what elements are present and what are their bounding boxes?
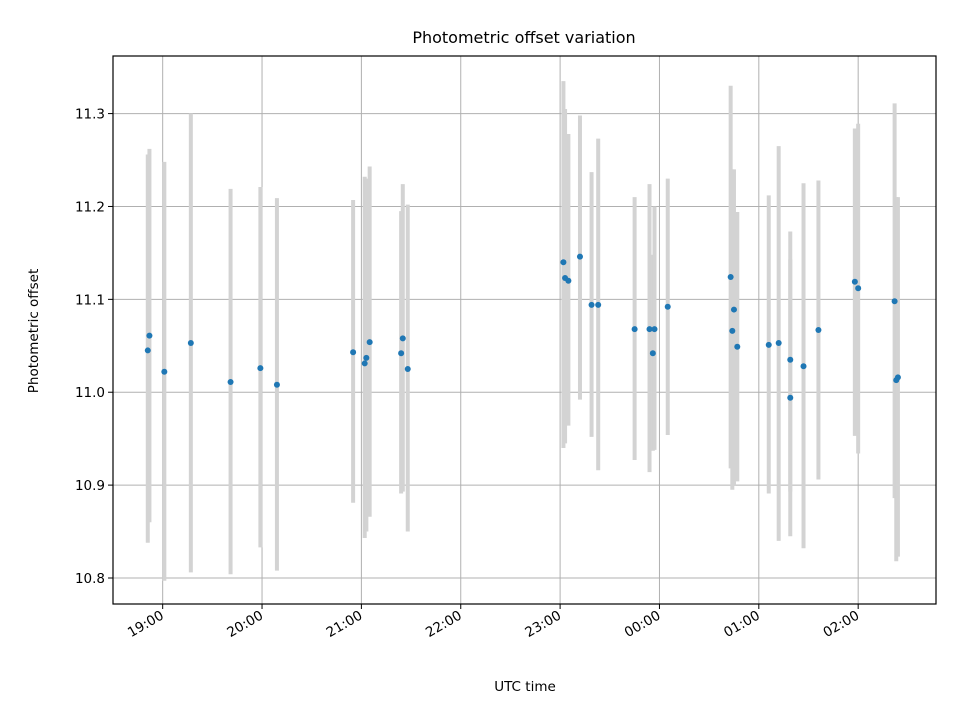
y-tick-label: 11.1 xyxy=(75,292,105,308)
x-tick-label: 02:00 xyxy=(820,608,862,641)
y-tick-label: 10.9 xyxy=(75,478,105,494)
data-point xyxy=(651,326,658,333)
data-point xyxy=(363,354,370,361)
x-tick-label: 00:00 xyxy=(622,608,664,641)
y-tick-label: 11.2 xyxy=(75,199,105,215)
y-tick-label: 11.3 xyxy=(75,107,105,123)
data-point xyxy=(595,301,602,308)
x-tick-label: 21:00 xyxy=(324,608,366,641)
grid xyxy=(113,56,936,604)
data-point xyxy=(144,347,151,354)
data-point xyxy=(894,374,901,381)
data-point xyxy=(361,360,368,367)
x-tick-label: 23:00 xyxy=(522,608,564,641)
data-point xyxy=(787,394,794,401)
data-point xyxy=(775,340,782,347)
plot-frame xyxy=(112,55,937,605)
data-point xyxy=(366,339,373,346)
data-point xyxy=(855,285,862,292)
data-point xyxy=(851,278,858,285)
data-point xyxy=(664,303,671,310)
x-axis-label: UTC time xyxy=(494,679,556,695)
x-tick-label: 19:00 xyxy=(125,608,167,641)
data-point xyxy=(727,274,734,281)
data-point xyxy=(800,363,807,370)
data-point xyxy=(588,301,595,308)
data-point xyxy=(576,253,583,260)
data-point xyxy=(734,343,741,350)
chart-title: Photometric offset variation xyxy=(412,28,635,47)
data-point xyxy=(146,332,153,339)
data-point xyxy=(257,365,264,372)
x-tick-label: 20:00 xyxy=(224,608,266,641)
data-point xyxy=(891,298,898,305)
data-point xyxy=(350,349,357,356)
data-point xyxy=(273,381,280,388)
data-points xyxy=(144,253,901,401)
data-point xyxy=(649,350,656,357)
data-point xyxy=(560,259,567,266)
data-point xyxy=(646,326,653,333)
y-axis-label: Photometric offset xyxy=(26,269,42,393)
data-point xyxy=(187,340,194,347)
data-point xyxy=(227,379,234,386)
y-tick-label: 10.8 xyxy=(75,571,105,587)
data-point xyxy=(398,350,405,357)
data-point xyxy=(729,327,736,334)
data-point xyxy=(399,335,406,342)
data-point xyxy=(404,366,411,373)
x-tick-label: 22:00 xyxy=(423,608,465,641)
data-point xyxy=(565,277,572,284)
y-axis: 10.8 10.9 11.0 11.1 11.2 11.3 xyxy=(75,107,113,587)
error-bars xyxy=(145,81,900,581)
data-point xyxy=(161,368,168,375)
x-tick-label: 01:00 xyxy=(721,608,763,641)
data-point xyxy=(631,326,638,333)
y-tick-label: 11.0 xyxy=(75,385,105,401)
x-axis: 19:00 20:00 21:00 22:00 23:00 00:00 01:00 02:00 xyxy=(125,604,862,641)
data-point xyxy=(765,341,772,348)
data-point xyxy=(730,306,737,313)
data-point xyxy=(787,356,794,363)
data-point xyxy=(815,327,822,333)
